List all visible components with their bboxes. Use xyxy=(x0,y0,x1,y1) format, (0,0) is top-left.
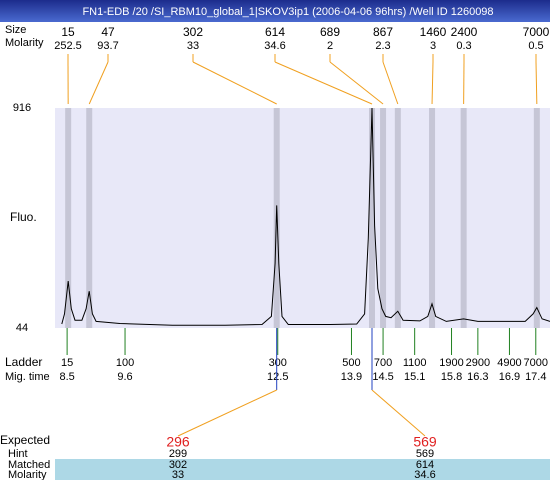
peak-size: 867 xyxy=(373,25,393,39)
peak-molarity: 0.5 xyxy=(528,40,543,52)
ladder-size: 300 xyxy=(269,357,287,369)
hint-label: Hint xyxy=(8,448,28,460)
peak-molarity: 93.7 xyxy=(97,40,118,52)
ladder-size: 4900 xyxy=(497,357,521,369)
ladder-size: 700 xyxy=(374,357,392,369)
peak-connector xyxy=(431,61,434,105)
ladder-time: 12.5 xyxy=(267,371,288,383)
ladder-time: 17.4 xyxy=(525,371,546,383)
ladder-size: 1900 xyxy=(439,357,463,369)
peak-molarity: 0.3 xyxy=(456,40,471,52)
peak-band xyxy=(380,108,387,328)
peak-connector xyxy=(88,61,109,105)
ladder-time: 16.3 xyxy=(467,371,488,383)
trace xyxy=(61,107,550,326)
ladder-time: 13.9 xyxy=(341,371,362,383)
peak-band xyxy=(65,108,72,328)
peak-size: 302 xyxy=(183,25,203,39)
matched-label: Matched xyxy=(8,459,50,471)
ladder-size: 500 xyxy=(342,357,360,369)
molarity-value: 33 xyxy=(172,469,184,480)
ladder-size: 7000 xyxy=(524,357,548,369)
peak-molarity: 252.5 xyxy=(54,40,82,52)
matched-value: 614 xyxy=(416,459,434,471)
peak-size: 689 xyxy=(320,25,340,39)
ladder-time: 8.5 xyxy=(59,371,74,383)
ladder-time: 16.9 xyxy=(499,371,520,383)
peak-molarity: 2 xyxy=(327,40,333,52)
mig-time-label: Mig. time xyxy=(5,371,50,383)
title: FN1-EDB /20 /SI_RBM10_global_1|SKOV3ip1 … xyxy=(82,6,493,18)
peaks-label: Size xyxy=(5,24,26,36)
ladder-size: 2900 xyxy=(466,357,490,369)
peaks-molarity-label: Molarity xyxy=(5,37,44,49)
peak-molarity: 34.6 xyxy=(264,40,285,52)
peak-band xyxy=(429,108,436,328)
peak-size: 47 xyxy=(101,25,115,39)
peak-connector xyxy=(382,61,399,105)
peak-connector xyxy=(274,61,373,105)
peak-band xyxy=(533,108,540,328)
ladder-time: 15.8 xyxy=(441,371,462,383)
peak-size: 15 xyxy=(61,25,75,39)
peak-band xyxy=(369,108,376,328)
molarity-label: Molarity xyxy=(8,469,47,480)
ladder-time: 9.6 xyxy=(117,371,132,383)
expected-connector xyxy=(371,389,426,437)
plot-area xyxy=(55,108,550,328)
matched-band xyxy=(55,459,550,480)
expected-connector xyxy=(177,389,277,437)
peak-connector xyxy=(192,61,277,105)
peak-molarity: 3 xyxy=(430,40,436,52)
peak-molarity: 2.3 xyxy=(375,40,390,52)
expected-value: 569 xyxy=(413,434,437,450)
ladder-time: 15.1 xyxy=(404,371,425,383)
peak-band xyxy=(86,108,93,328)
hint-value: 569 xyxy=(416,448,434,460)
molarity-value: 34.6 xyxy=(414,469,435,480)
peak-size: 1460 xyxy=(420,25,447,39)
peak-size: 7000 xyxy=(523,25,550,39)
expected-label: Expected xyxy=(0,433,50,447)
ladder-size: 15 xyxy=(61,357,73,369)
ladder-time: 14.5 xyxy=(372,371,393,383)
peak-band xyxy=(460,108,467,328)
ladder-label: Ladder xyxy=(5,355,42,369)
matched-value: 302 xyxy=(169,459,187,471)
peak-size: 2400 xyxy=(451,25,478,39)
peak-connector xyxy=(535,61,538,105)
ladder-size: 100 xyxy=(116,357,134,369)
header-bar xyxy=(0,0,550,22)
peak-molarity: 33 xyxy=(187,40,199,52)
expected-value: 296 xyxy=(166,434,190,450)
peak-band xyxy=(394,108,401,328)
hint-value: 299 xyxy=(169,448,187,460)
ladder-size: 1100 xyxy=(403,357,427,369)
y-tick-label: 44 xyxy=(16,322,28,334)
y-tick-label: 916 xyxy=(13,102,31,114)
peak-size: 614 xyxy=(265,25,285,39)
y-label: Fluo. xyxy=(10,210,37,224)
peak-connector xyxy=(329,61,384,105)
